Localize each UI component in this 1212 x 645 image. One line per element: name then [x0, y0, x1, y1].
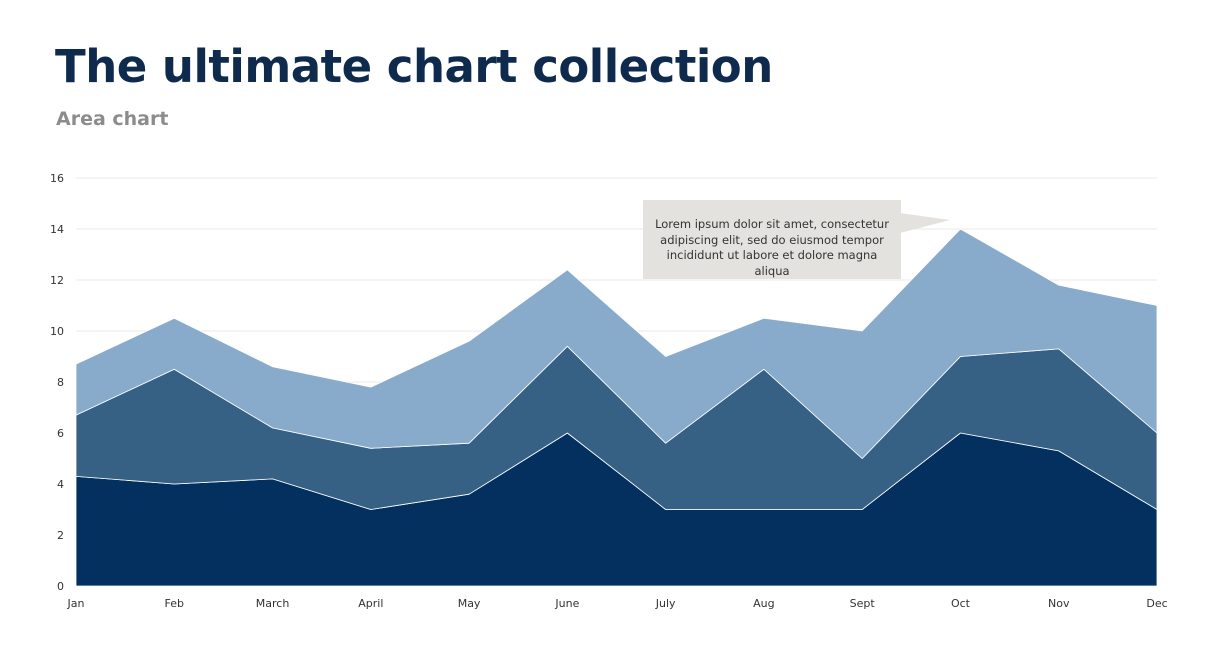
page-subtitle: Area chart — [56, 108, 169, 130]
y-tick-label: 14 — [50, 223, 64, 236]
y-tick-label: 10 — [50, 325, 64, 338]
area-series-3 — [75, 228, 1158, 459]
page-title: The ultimate chart collection — [55, 40, 773, 93]
x-tick-label: March — [256, 597, 290, 610]
y-tick-label: 0 — [57, 580, 64, 593]
x-tick-label: May — [458, 597, 481, 610]
x-tick-label: Dec — [1146, 597, 1167, 610]
x-tick-label: April — [358, 597, 383, 610]
x-axis-ticks: Jan Feb March April May June July Aug Sept Oct Nov… — [67, 597, 1168, 610]
x-tick-label: Feb — [165, 597, 184, 610]
annotation-callout: Lorem ipsum dolor sit amet, consectetur … — [643, 200, 901, 279]
x-tick-label: June — [554, 597, 579, 610]
callout-text: Lorem ipsum dolor sit amet, consectetur … — [655, 217, 889, 278]
x-tick-label: Jan — [67, 597, 85, 610]
x-tick-label: Aug — [753, 597, 774, 610]
callout-pointer — [900, 213, 950, 233]
x-tick-label: Sept — [850, 597, 876, 610]
y-tick-label: 8 — [57, 376, 64, 389]
y-tick-label: 2 — [57, 529, 64, 542]
x-tick-label: July — [655, 597, 676, 610]
x-tick-label: Oct — [951, 597, 971, 610]
y-tick-label: 12 — [50, 274, 64, 287]
y-tick-label: 16 — [50, 172, 64, 185]
x-tick-label: Nov — [1048, 597, 1070, 610]
area-series — [75, 228, 1158, 587]
y-axis-ticks: 0 2 4 6 8 10 12 14 16 — [50, 172, 64, 593]
y-tick-label: 4 — [57, 478, 64, 491]
y-tick-label: 6 — [57, 427, 64, 440]
